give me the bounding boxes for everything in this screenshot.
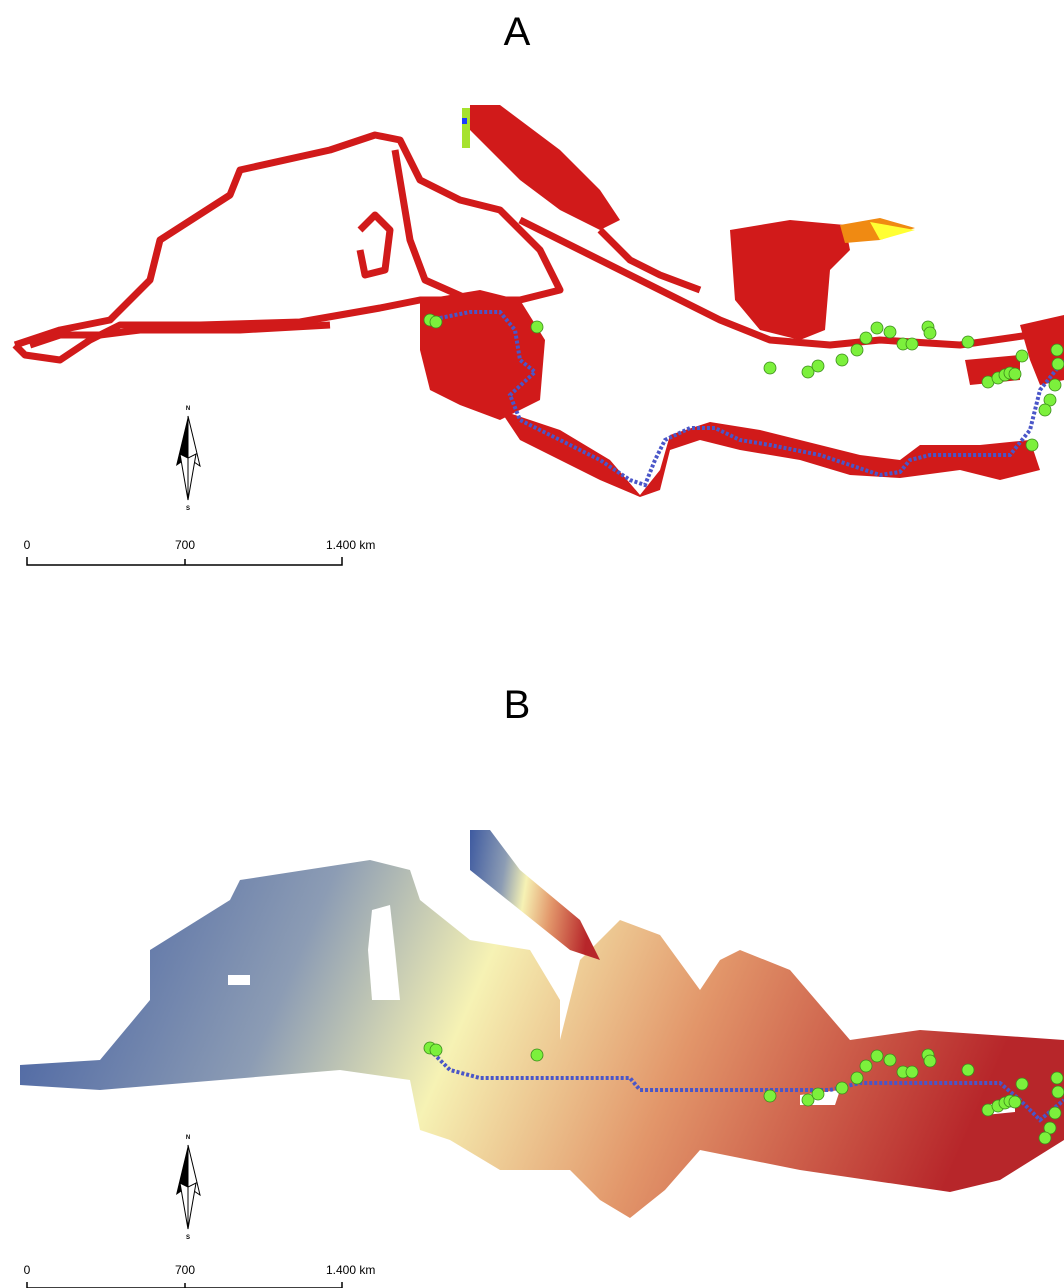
sighting [1009, 1096, 1021, 1108]
sighting [531, 321, 543, 333]
sighting [764, 1090, 776, 1102]
south-label: S [186, 506, 190, 512]
sighting [884, 326, 896, 338]
north-arrow: N S [176, 1135, 200, 1241]
scale-bar: 0 700 1.400 km [24, 538, 376, 565]
habitat-area [420, 105, 1064, 497]
figure: A N S 0 [0, 0, 1064, 1288]
scale-label: 0 [24, 538, 31, 552]
sighting [836, 354, 848, 366]
hotspot [462, 108, 470, 148]
scale-label: 1.400 km [326, 538, 375, 552]
panel-label: B [504, 683, 531, 727]
sighting [812, 360, 824, 372]
scale-label: 0 [24, 1263, 31, 1277]
sighting [812, 1088, 824, 1100]
sighting [1009, 368, 1021, 380]
sighting [1049, 379, 1061, 391]
sighting [1016, 1078, 1028, 1090]
sighting [924, 1055, 936, 1067]
sighting [531, 1049, 543, 1061]
scale-bar: 0 700 1.400 km [24, 1263, 376, 1288]
sighting [1039, 404, 1051, 416]
sighting [1052, 1086, 1064, 1098]
sighting [962, 1064, 974, 1076]
sighting [1051, 344, 1063, 356]
sighting [1051, 1072, 1063, 1084]
south-label: S [186, 1235, 190, 1241]
sighting [836, 1082, 848, 1094]
sighting [1026, 439, 1038, 451]
sighting [906, 1066, 918, 1078]
sighting [430, 316, 442, 328]
north-label: N [186, 406, 190, 412]
sighting [430, 1044, 442, 1056]
sighting [871, 1050, 883, 1062]
sighting [871, 322, 883, 334]
panel-b: B N S 0 700 1.400 km [20, 683, 1064, 1288]
sighting [1016, 350, 1028, 362]
sst-surface [20, 830, 1064, 1218]
north-arrow: N S [176, 406, 200, 512]
scale-label: 700 [175, 538, 195, 552]
sighting [884, 1054, 896, 1066]
sighting [924, 327, 936, 339]
sighting [1039, 1132, 1051, 1144]
sighting [851, 344, 863, 356]
sighting [764, 362, 776, 374]
sighting [860, 332, 872, 344]
sighting [1049, 1107, 1061, 1119]
scale-label: 1.400 km [326, 1263, 375, 1277]
north-label: N [186, 1135, 190, 1141]
hotspot [462, 118, 467, 124]
sighting [851, 1072, 863, 1084]
panel-a: A N S 0 [15, 10, 1064, 565]
sighting [1052, 358, 1064, 370]
panel-label: A [504, 10, 531, 54]
sighting [906, 338, 918, 350]
sighting [860, 1060, 872, 1072]
sighting [962, 336, 974, 348]
scale-label: 700 [175, 1263, 195, 1277]
